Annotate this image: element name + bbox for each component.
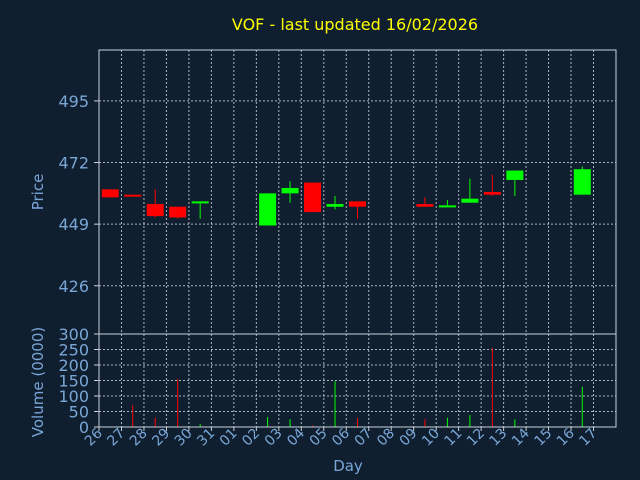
- volume-y-tick-label: 0: [79, 418, 89, 437]
- x-tick-label: 02: [239, 426, 263, 450]
- candle-body: [416, 204, 434, 207]
- x-tick-label: 12: [464, 426, 488, 450]
- volume-y-tick-label: 250: [58, 341, 89, 360]
- candle-body: [483, 192, 501, 195]
- x-tick-label: 30: [172, 426, 196, 450]
- candle-body: [191, 201, 209, 204]
- candle-body: [101, 189, 119, 198]
- x-tick-label: 10: [419, 426, 443, 450]
- x-tick-label: 31: [194, 426, 218, 450]
- volume-y-tick-label: 150: [58, 372, 89, 391]
- price-gridlines: [99, 50, 616, 334]
- candle-body: [506, 170, 524, 180]
- price-y-tick-label: 449: [58, 215, 89, 234]
- volume-y-tick-label: 100: [58, 387, 89, 406]
- candle-body: [438, 205, 456, 208]
- x-tick-label: 29: [149, 426, 173, 450]
- price-y-tick-label: 472: [58, 154, 89, 173]
- x-tick-label: 06: [329, 425, 353, 449]
- candle-body: [259, 193, 277, 226]
- volume-y-tick-label: 50: [69, 403, 89, 422]
- candle-body: [146, 204, 164, 217]
- candle-body: [281, 187, 299, 194]
- volume-gridlines: [99, 334, 616, 427]
- candle-body: [169, 206, 187, 218]
- candle-body: [461, 198, 479, 203]
- price-y-tick-labels: 426 449 472 495: [58, 92, 99, 296]
- x-tick-label: 03: [262, 426, 286, 450]
- candle-body: [573, 169, 591, 195]
- volume-axis-label: Volume (0000): [29, 327, 47, 437]
- price-plot-frame: [98, 49, 617, 335]
- volume-y-tick-label: 300: [58, 325, 89, 344]
- x-tick-label: 05: [307, 426, 331, 450]
- candle-body: [326, 204, 344, 207]
- candle-body: [304, 182, 322, 213]
- x-tick-labels: 2627282930310102030405060708091011121314…: [82, 425, 600, 449]
- chart-title: VOF - last updated 16/02/2026: [232, 15, 478, 34]
- x-tick-label: 15: [531, 426, 555, 450]
- candle-body: [124, 194, 142, 197]
- price-y-tick-label: 495: [58, 92, 89, 111]
- candle-body: [349, 201, 366, 207]
- x-tick-label: 17: [576, 426, 600, 450]
- x-tick-label: 27: [104, 426, 128, 450]
- x-tick-label: 09: [397, 426, 421, 450]
- volume-bars: [132, 347, 583, 427]
- x-tick-label: 07: [352, 426, 376, 450]
- x-tick-label: 28: [127, 426, 151, 450]
- x-tick-label: 11: [442, 426, 466, 450]
- price-axis-label: Price: [29, 174, 47, 211]
- volume-plot-frame: [98, 333, 617, 428]
- x-tick-label: 13: [487, 426, 511, 450]
- x-tick-label: 01: [217, 426, 241, 450]
- x-tick-label: 08: [374, 426, 398, 450]
- x-tick-label: 16: [554, 425, 578, 449]
- price-y-tick-label: 426: [58, 277, 89, 296]
- x-axis-label: Day: [333, 457, 363, 475]
- x-tick-label: 04: [284, 425, 308, 449]
- x-tick-label: 14: [509, 425, 533, 449]
- candlestick-series: [101, 166, 591, 226]
- volume-y-tick-label: 200: [58, 356, 89, 375]
